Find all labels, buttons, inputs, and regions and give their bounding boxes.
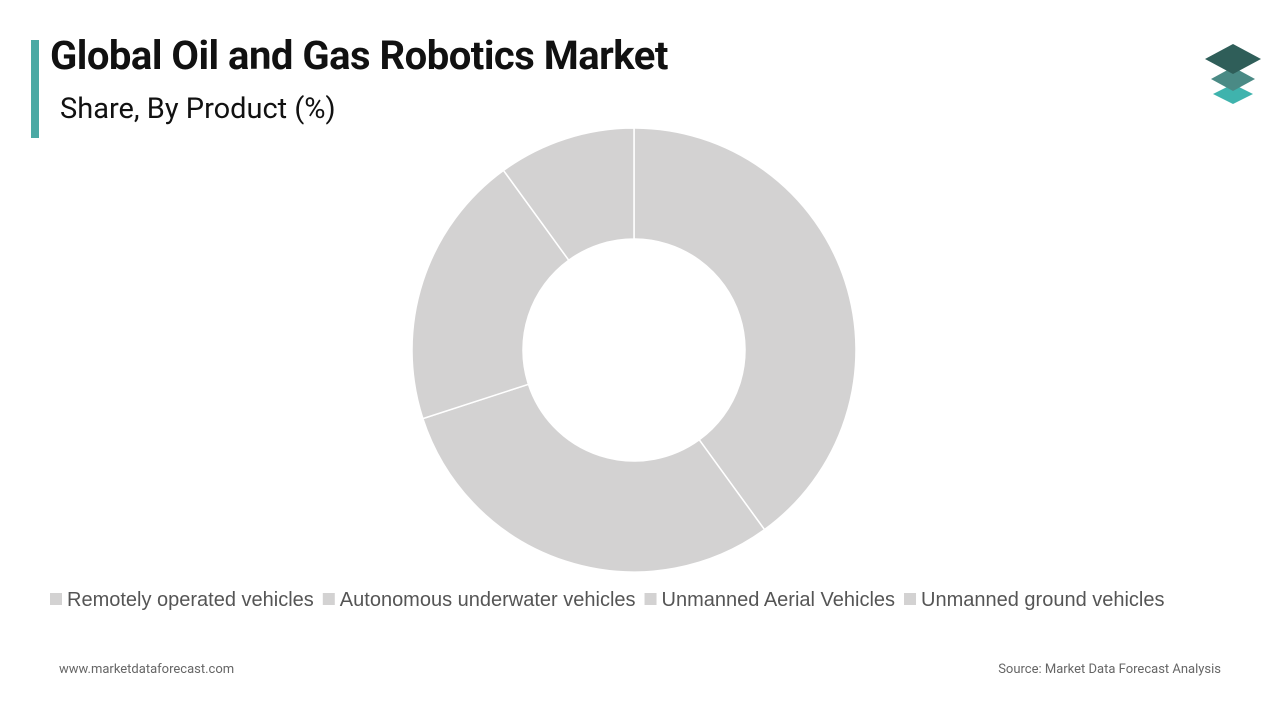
- legend-swatch: [904, 593, 917, 605]
- chart-title: Global Oil and Gas Robotics Market: [50, 32, 668, 79]
- donut-segment: [633, 127, 857, 531]
- title-accent: [31, 40, 39, 138]
- source: Source: Market Data Forecast Analysis: [998, 662, 1221, 677]
- donut-segment: [421, 383, 766, 573]
- logo: [1205, 44, 1261, 104]
- legend-label: Autonomous underwater vehicles: [340, 589, 636, 611]
- chart-subtitle: Share, By Product (%): [60, 92, 336, 126]
- legend-label: Unmanned ground vehicles: [921, 589, 1165, 611]
- donut-segment: [502, 127, 635, 262]
- legend-label: Unmanned Aerial Vehicles: [662, 589, 895, 611]
- legend-swatch: [322, 593, 335, 605]
- chart: Remotely operated vehicles Autonomous und…: [50, 127, 1165, 611]
- website: www.marketdataforecast.com: [59, 662, 235, 677]
- legend: Remotely operated vehicles Autonomous und…: [50, 589, 1165, 611]
- legend-swatch: [644, 593, 657, 605]
- legend-label: Remotely operated vehicles: [67, 589, 314, 611]
- legend-swatch: [50, 593, 62, 605]
- donut-segment: [411, 169, 570, 420]
